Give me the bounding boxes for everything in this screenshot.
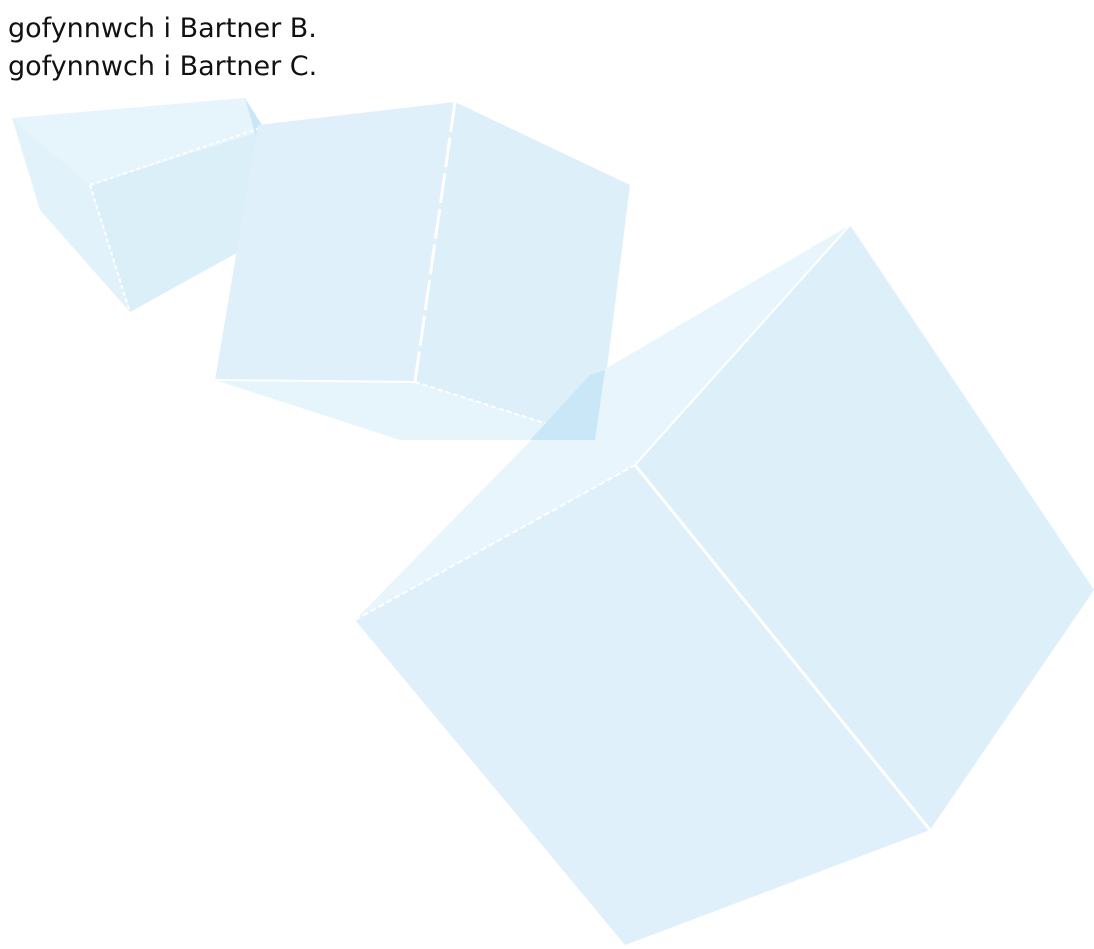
text-line: gofynnwch i Bartner B. xyxy=(8,10,317,48)
page: gofynnwch i Bartner B. gofynnwch i Bartn… xyxy=(0,0,1094,949)
text-block: gofynnwch i Bartner B. gofynnwch i Bartn… xyxy=(8,10,317,86)
text-line: gofynnwch i Bartner C. xyxy=(8,48,317,86)
cube-decoration xyxy=(0,0,1094,949)
